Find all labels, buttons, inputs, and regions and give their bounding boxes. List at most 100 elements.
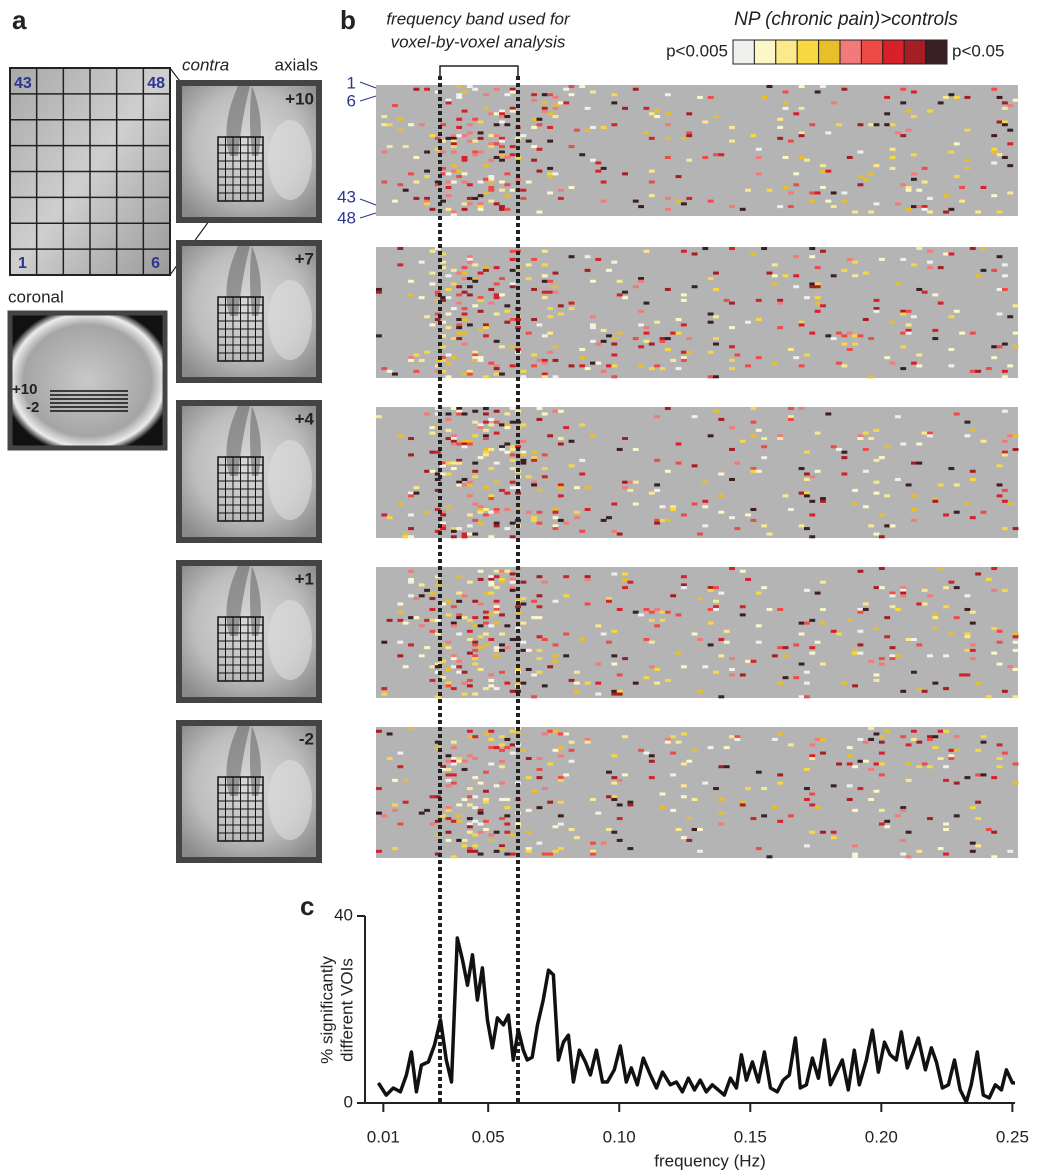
heatmap-cell xyxy=(702,480,709,484)
heatmap-cell xyxy=(381,513,388,517)
heatmap-cell xyxy=(809,513,816,517)
heatmap-cell xyxy=(499,613,505,617)
heatmap-cell xyxy=(809,535,816,539)
heatmap-cell xyxy=(862,740,869,744)
heatmap-cell xyxy=(846,762,853,766)
heatmap-cell xyxy=(472,776,479,780)
heatmap-cell xyxy=(611,781,618,785)
heatmap-cell xyxy=(852,334,858,338)
heatmap-cell xyxy=(461,483,468,487)
heatmap-cell xyxy=(664,196,671,200)
heatmap-cell xyxy=(991,147,998,151)
heatmap-cell xyxy=(450,762,457,766)
heatmap-cell xyxy=(509,467,516,471)
heatmap-cell xyxy=(616,331,623,335)
heatmap-cell xyxy=(943,765,949,769)
heatmap-cell xyxy=(590,797,596,801)
heatmap-cell xyxy=(905,331,912,335)
heatmap-cell xyxy=(916,461,923,465)
heatmap-cell xyxy=(504,172,511,176)
heatmap-cell xyxy=(691,748,698,752)
heatmap-cell xyxy=(787,347,794,352)
heatmap-cell xyxy=(948,364,955,368)
heatmap-cell xyxy=(718,591,725,595)
heatmap-cell xyxy=(493,134,500,138)
heatmap-cell xyxy=(445,640,452,644)
heatmap-cell xyxy=(440,464,447,468)
heatmap-cell xyxy=(520,621,527,625)
heatmap-cell xyxy=(873,532,880,536)
heatmap-cell xyxy=(466,754,473,758)
heatmap-cell xyxy=(418,811,425,815)
heatmap-cell xyxy=(969,477,976,481)
heatmap-cell xyxy=(461,838,468,842)
heatmap-cell xyxy=(798,695,805,699)
heatmap-cell xyxy=(563,521,570,525)
heatmap-cell xyxy=(991,194,998,198)
slice-label: +1 xyxy=(295,569,314,588)
heatmap-cell xyxy=(499,580,505,584)
heatmap-cell xyxy=(862,469,869,473)
heatmap-cell xyxy=(445,646,452,650)
heatmap-cell xyxy=(376,729,382,733)
heatmap-cell xyxy=(445,505,452,509)
heatmap-cell xyxy=(472,502,479,506)
heatmap-cell xyxy=(440,521,447,525)
heatmap-cell xyxy=(504,737,511,741)
heatmap-cell xyxy=(857,787,864,791)
heatmap-cell xyxy=(622,437,628,441)
heatmap-cell xyxy=(996,640,1003,644)
heatmap-cell xyxy=(445,101,452,105)
heatmap-cell xyxy=(916,205,923,209)
heatmap-cell xyxy=(520,461,527,465)
heatmap-cell xyxy=(477,781,484,785)
heatmap-cell xyxy=(878,662,885,666)
heatmap-cell xyxy=(456,125,463,129)
heatmap-cell xyxy=(488,833,495,837)
heatmap-cell xyxy=(777,326,784,330)
heatmap-cell xyxy=(664,740,671,744)
heatmap-cell xyxy=(493,339,500,343)
heatmap-cell xyxy=(948,467,955,471)
heatmap-cell xyxy=(846,797,853,801)
heatmap-cell xyxy=(434,852,441,856)
heatmap-cell xyxy=(713,607,719,611)
heatmap-cell xyxy=(873,789,880,793)
heatmap-cell xyxy=(466,255,473,259)
heatmap-cell xyxy=(697,637,703,641)
heatmap-cell xyxy=(466,637,473,641)
heatmap-cell xyxy=(927,817,933,821)
heatmap-cell xyxy=(520,648,527,652)
heatmap-cell xyxy=(531,364,537,368)
heatmap-cell xyxy=(857,150,864,154)
heatmap-cell xyxy=(713,409,719,413)
heatmap-cell xyxy=(916,849,923,853)
heatmap-cell xyxy=(552,409,559,413)
heatmap-cell xyxy=(1007,191,1014,195)
heatmap-cell xyxy=(745,513,751,517)
heatmap-cell xyxy=(611,662,618,666)
heatmap-cell xyxy=(964,95,971,99)
heatmap-cell xyxy=(648,776,655,780)
heatmap-cell xyxy=(493,646,500,650)
heatmap-cell xyxy=(697,95,703,99)
heatmap-cell xyxy=(536,417,543,421)
heatmap-cell xyxy=(488,613,495,617)
heatmap-cell xyxy=(466,735,473,739)
heatmap-cell xyxy=(718,510,725,514)
heatmap-cell xyxy=(418,594,425,598)
heatmap-cell xyxy=(488,575,495,579)
heatmap-cell xyxy=(873,202,880,206)
heatmap-cell xyxy=(718,417,725,421)
heatmap-cell xyxy=(424,412,430,416)
heatmap-cell xyxy=(483,326,489,330)
heatmap-cell xyxy=(488,185,495,190)
heatmap-cell xyxy=(638,277,644,281)
heatmap-cell xyxy=(445,784,452,788)
heatmap-cell xyxy=(932,681,939,685)
heatmap-cell xyxy=(488,678,495,682)
heatmap-cell xyxy=(857,759,864,763)
heatmap-cell xyxy=(852,274,858,278)
heatmap-cell xyxy=(461,445,468,449)
